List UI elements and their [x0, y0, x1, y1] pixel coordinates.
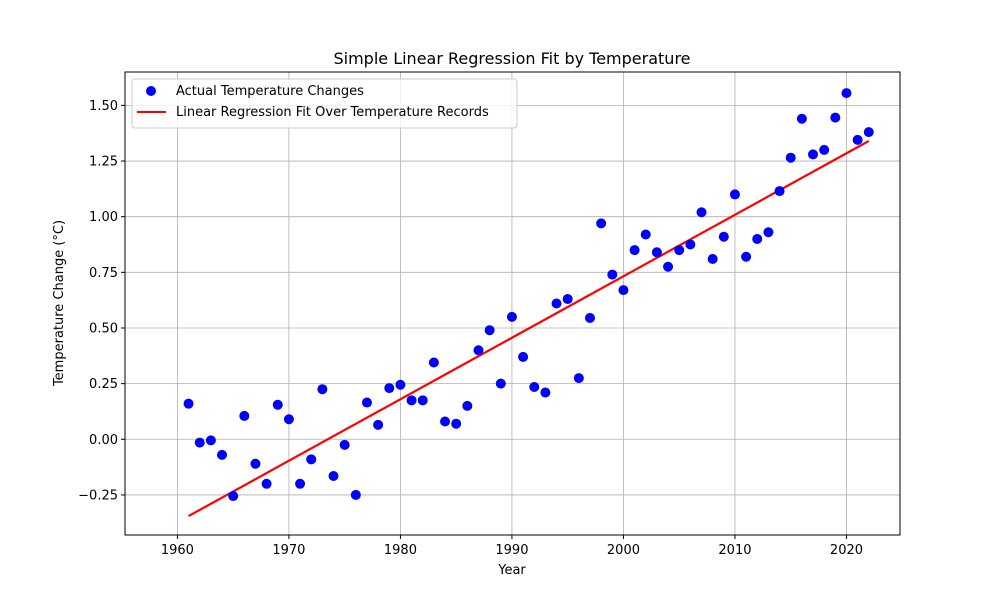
data-point [205, 435, 216, 446]
data-point [350, 489, 361, 500]
data-point [841, 88, 852, 99]
data-point [495, 378, 506, 389]
data-point [406, 395, 417, 406]
data-point [741, 251, 752, 262]
data-point [484, 325, 495, 336]
x-tick-label: 1990 [495, 543, 528, 558]
data-point [718, 231, 729, 242]
data-point [451, 418, 462, 429]
x-tick-label: 1980 [384, 543, 417, 558]
data-point [306, 454, 317, 465]
x-axis-label: Year [497, 563, 526, 578]
chart-title: Simple Linear Regression Fit by Temperat… [333, 49, 690, 68]
y-axis: −0.25 0.00 0.25 0.50 0.75 1.00 1.25 1.50 [78, 99, 125, 503]
data-point [752, 233, 763, 244]
data-point [428, 357, 439, 368]
data-point [261, 478, 272, 489]
y-tick-label: 1.00 [89, 210, 118, 225]
data-point [696, 207, 707, 218]
x-tick-label: 1970 [272, 543, 305, 558]
data-point [562, 294, 573, 305]
x-tick-label: 2020 [830, 543, 863, 558]
regression-line-layer [188, 140, 870, 518]
data-point [707, 253, 718, 264]
data-point [607, 269, 618, 280]
data-point [863, 127, 874, 138]
data-point [518, 351, 529, 362]
data-point [194, 437, 205, 448]
data-point [808, 149, 819, 160]
legend-box [131, 78, 518, 129]
data-point [651, 247, 662, 258]
data-point [384, 383, 395, 394]
data-point [685, 239, 696, 250]
data-point [729, 189, 740, 200]
y-axis-label: Temperature Change (°C) [52, 220, 67, 387]
legend-label-scatter: Actual Temperature Changes [176, 84, 364, 99]
data-point [852, 134, 863, 145]
data-point [596, 218, 607, 229]
data-point [228, 491, 239, 502]
data-point [239, 410, 250, 421]
data-point [361, 397, 372, 408]
y-tick-label: 1.50 [89, 99, 118, 114]
legend-label-line: Linear Regression Fit Over Temperature R… [176, 105, 489, 120]
y-tick-label: 0.25 [89, 377, 118, 392]
data-point [217, 449, 228, 460]
data-point [317, 384, 328, 395]
data-point [663, 261, 674, 272]
data-point [417, 395, 428, 406]
data-point [440, 416, 451, 427]
data-point [295, 478, 306, 489]
legend: Actual Temperature Changes Linear Regres… [131, 78, 518, 129]
data-point [618, 285, 629, 296]
data-point [551, 298, 562, 309]
data-point [763, 227, 774, 238]
data-point [796, 113, 807, 124]
data-point [506, 311, 517, 322]
scatter-points [183, 88, 874, 502]
data-point [585, 312, 595, 323]
y-tick-label: 0.75 [89, 266, 118, 281]
data-point [183, 398, 194, 409]
y-tick-label: 1.25 [89, 155, 118, 170]
data-point [819, 144, 830, 155]
data-point [283, 414, 294, 425]
data-point [462, 400, 473, 411]
data-point [529, 381, 540, 392]
regression-line [188, 140, 870, 518]
data-point [250, 458, 261, 469]
data-point [674, 245, 685, 256]
data-point [328, 471, 339, 482]
data-point [272, 399, 283, 410]
plot-frame [124, 71, 901, 536]
legend-marker-scatter [146, 86, 156, 96]
data-point [373, 419, 384, 430]
data-point [830, 112, 841, 123]
data-point [774, 186, 785, 197]
x-tick-label: 2000 [607, 543, 640, 558]
data-point [540, 387, 551, 398]
x-tick-label: 2010 [718, 543, 751, 558]
data-point [573, 373, 584, 384]
data-point [629, 245, 640, 256]
x-tick-label: 1960 [161, 543, 194, 558]
data-point [339, 439, 350, 450]
data-point [640, 229, 651, 240]
data-point [473, 345, 484, 356]
x-axis: 1960 1970 1980 1990 2000 2010 2020 [161, 535, 863, 558]
data-point [785, 152, 796, 163]
data-point [395, 379, 406, 390]
y-tick-label: 0.00 [89, 433, 118, 448]
y-tick-label: 0.50 [89, 321, 118, 336]
y-tick-label: −0.25 [78, 488, 118, 503]
